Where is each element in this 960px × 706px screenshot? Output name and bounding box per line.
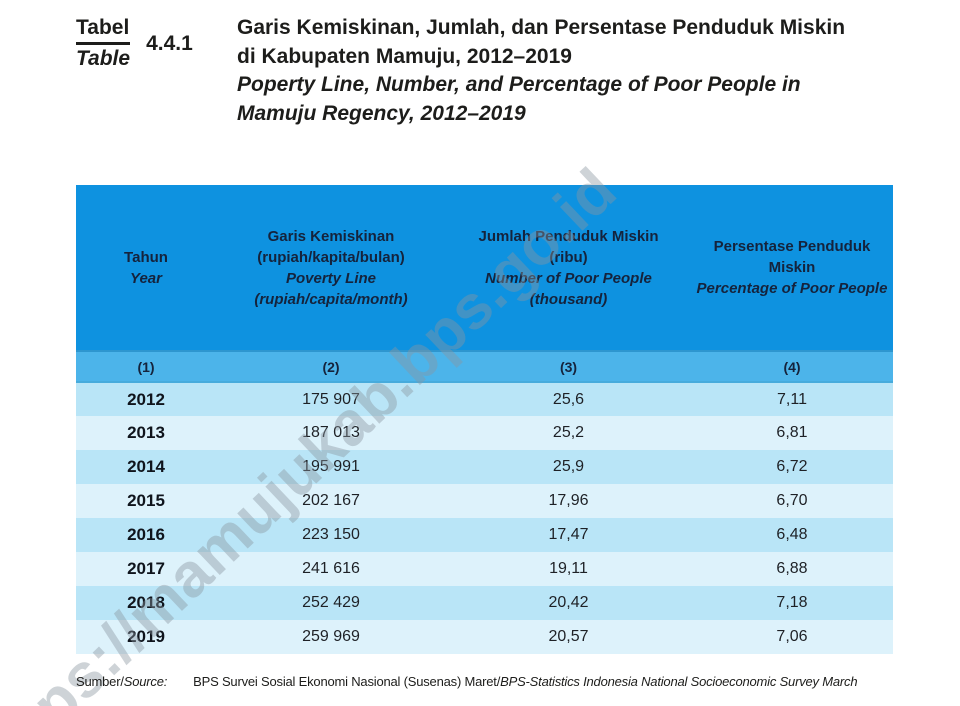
poor-number-cell: 25,2	[446, 416, 691, 450]
poverty-line-cell: 259 969	[216, 620, 446, 654]
poor-number-cell: 25,9	[446, 450, 691, 484]
header-row: Tahun Year Garis Kemiskinan (rupiah/kapi…	[76, 185, 893, 351]
poor-percentage-cell: 6,81	[691, 416, 893, 450]
column-header-poor-percentage: Persentase Penduduk Miskin Percentage of…	[691, 185, 893, 351]
column-number-4: (4)	[691, 350, 893, 383]
poor-percentage-cell: 6,88	[691, 552, 893, 586]
poor-percentage-cell: 6,70	[691, 484, 893, 518]
table-row: 2018 252 429 20,42 7,18	[76, 586, 893, 620]
year-cell: 2013	[76, 416, 216, 450]
poor-number-cell: 20,57	[446, 620, 691, 654]
year-cell: 2018	[76, 586, 216, 620]
year-cell: 2017	[76, 552, 216, 586]
year-cell: 2012	[76, 382, 216, 416]
column-number-3: (3)	[446, 350, 691, 383]
poverty-line-cell: 195 991	[216, 450, 446, 484]
table-row: 2017 241 616 19,11 6,88	[76, 552, 893, 586]
poor-number-cell: 25,6	[446, 382, 691, 416]
source-label: Sumber/Source:	[76, 674, 168, 689]
poor-percentage-cell: 7,18	[691, 586, 893, 620]
year-cell: 2015	[76, 484, 216, 518]
poor-percentage-cell: 6,72	[691, 450, 893, 484]
title-id-line2: di Kabupaten Mamuju, 2012–2019	[237, 44, 572, 68]
title-id-line1: Garis Kemiskinan, Jumlah, dan Persentase…	[237, 16, 846, 39]
table-number: 4.4.1	[146, 31, 193, 55]
poverty-line-cell: 187 013	[216, 416, 446, 450]
poverty-line-cell: 241 616	[216, 552, 446, 586]
table-label-id: Tabel	[76, 16, 131, 45]
year-cell: 2016	[76, 518, 216, 552]
poor-percentage-cell: 7,11	[691, 382, 893, 416]
source-text: BPS Survei Sosial Ekonomi Nasional (Suse…	[193, 674, 858, 689]
year-cell: 2019	[76, 620, 216, 654]
table-row: 2013 187 013 25,2 6,81	[76, 416, 893, 450]
poverty-line-cell: 202 167	[216, 484, 446, 518]
poverty-line-cell: 175 907	[216, 382, 446, 416]
page-title: Garis Kemiskinan, Jumlah, dan Persentase…	[237, 14, 917, 128]
source-line: Sumber/Source: BPS Survei Sosial Ekonomi …	[76, 674, 906, 689]
poverty-line-cell: 252 429	[216, 586, 446, 620]
year-cell: 2014	[76, 450, 216, 484]
column-number-1: (1)	[76, 350, 216, 383]
table-row: 2016 223 150 17,47 6,48	[76, 518, 893, 552]
column-number-row: (1) (2) (3) (4)	[76, 350, 893, 383]
table-label-block: Tabel Table 4.4.1	[76, 16, 193, 71]
title-en-line1: Poperty Line, Number, and Percentage of …	[237, 73, 801, 96]
column-header-poor-number: Jumlah Penduduk Miskin (ribu) Number of …	[446, 185, 691, 351]
table-row: 2014 195 991 25,9 6,72	[76, 450, 893, 484]
poverty-line-cell: 223 150	[216, 518, 446, 552]
poor-number-cell: 17,47	[446, 518, 691, 552]
column-number-2: (2)	[216, 350, 446, 383]
table-label-en: Table	[76, 47, 131, 70]
column-header-year: Tahun Year	[76, 185, 216, 351]
table-row: 2015 202 167 17,96 6,70	[76, 484, 893, 518]
statistics-table: Tahun Year Garis Kemiskinan (rupiah/kapi…	[76, 185, 893, 654]
title-en-line2: Mamuju Regency, 2012–2019	[237, 101, 526, 125]
table-row: 2012 175 907 25,6 7,11	[76, 382, 893, 416]
poor-number-cell: 19,11	[446, 552, 691, 586]
poor-percentage-cell: 6,48	[691, 518, 893, 552]
column-header-poverty-line: Garis Kemiskinan (rupiah/kapita/bulan) P…	[216, 185, 446, 351]
table-label-bilingual: Tabel Table	[76, 16, 131, 71]
poor-number-cell: 20,42	[446, 586, 691, 620]
poor-percentage-cell: 7,06	[691, 620, 893, 654]
table-row: 2019 259 969 20,57 7,06	[76, 620, 893, 654]
poor-number-cell: 17,96	[446, 484, 691, 518]
